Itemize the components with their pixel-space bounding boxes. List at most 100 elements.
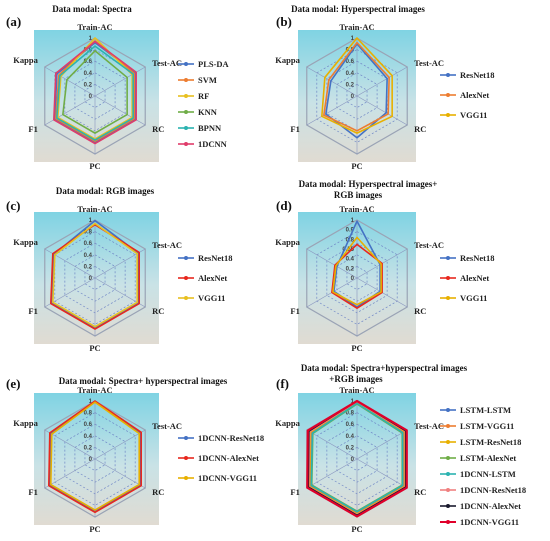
series-line-1dcnn-vgg11 bbox=[49, 401, 141, 511]
tick-label: 0.4 bbox=[346, 71, 355, 77]
grid-spoke bbox=[306, 66, 358, 97]
series-line-vgg11 bbox=[321, 37, 393, 134]
tick-label: 0.8 bbox=[84, 411, 93, 417]
axis-label: RC bbox=[414, 124, 426, 134]
legend-label: ResNet18 bbox=[460, 70, 494, 80]
panel-letter: (d) bbox=[276, 198, 292, 213]
grid-spoke bbox=[306, 95, 358, 126]
panel-f: (f) Data modal: Spectra+hyperspectral im… bbox=[275, 363, 526, 534]
legend-marker bbox=[184, 94, 188, 98]
grid-spoke bbox=[356, 95, 408, 126]
axis-label: Train-AC bbox=[77, 385, 112, 395]
grid-spoke bbox=[44, 429, 96, 460]
axis-label: F1 bbox=[290, 487, 299, 497]
legend-marker bbox=[446, 113, 450, 117]
legend-marker bbox=[446, 73, 450, 77]
legend-marker bbox=[446, 256, 450, 260]
legend-label: PLS-DA bbox=[198, 59, 230, 69]
legend: 1DCNN-ResNet18 1DCNN-AlexNet 1DCNN-VGG11 bbox=[178, 433, 264, 483]
legend-marker bbox=[184, 62, 188, 66]
legend-marker bbox=[184, 276, 188, 280]
legend-marker bbox=[446, 440, 450, 444]
legend-marker bbox=[446, 93, 450, 97]
panel-c: (c) Data modal: RGB images 0 0.2 0.4 0.6 0.8… bbox=[6, 186, 232, 353]
grid-spoke bbox=[356, 458, 408, 489]
axis-label: Train-AC bbox=[339, 204, 374, 214]
tick-label: 0.6 bbox=[84, 241, 93, 247]
radar-grid bbox=[44, 400, 146, 518]
legend-label: AlexNet bbox=[460, 273, 489, 283]
legend-label: LSTM-AlexNet bbox=[460, 453, 516, 463]
series-line-1dcnn-lstm bbox=[310, 402, 404, 513]
tick-label: 1 bbox=[351, 36, 355, 42]
legend-label: LSTM-ResNet18 bbox=[460, 437, 521, 447]
series-line-svm bbox=[55, 40, 135, 143]
legend-marker bbox=[184, 436, 188, 440]
radar-grid bbox=[306, 37, 408, 155]
series-line-bpnn bbox=[56, 45, 134, 141]
grid-spoke bbox=[306, 248, 358, 279]
legend-marker bbox=[184, 296, 188, 300]
tick-label: 0.4 bbox=[84, 434, 93, 440]
panel-title-line-1: Data modal: Hyperspectral images+ bbox=[299, 179, 438, 189]
legend-label: 1DCNN-VGG11 bbox=[198, 473, 257, 483]
grid-spoke bbox=[44, 458, 96, 489]
tick-label: 0.8 bbox=[84, 48, 93, 54]
axis-label: F1 bbox=[290, 124, 299, 134]
series-line-vgg11 bbox=[52, 222, 138, 328]
axis-label: F1 bbox=[28, 124, 37, 134]
legend-label: VGG11 bbox=[460, 293, 487, 303]
series-line-1dcnn-vgg11 bbox=[306, 399, 408, 518]
axis-label: Test-AC bbox=[152, 421, 182, 431]
legend-label: VGG11 bbox=[460, 110, 487, 120]
series-line-vgg11 bbox=[332, 236, 382, 306]
grid-spoke bbox=[94, 429, 146, 460]
radar-grid bbox=[44, 37, 146, 155]
legend-marker bbox=[184, 142, 188, 146]
series-line-1dcnn-alexnet bbox=[47, 400, 143, 514]
legend-marker bbox=[446, 276, 450, 280]
legend: ResNet18 AlexNet VGG11 bbox=[440, 253, 494, 303]
legend-marker bbox=[184, 110, 188, 114]
legend-marker bbox=[184, 78, 188, 82]
legend-label: VGG11 bbox=[198, 293, 225, 303]
panel-letter: (a) bbox=[6, 14, 21, 29]
panel-e: (e) Data modal: Spectra+ hyperspectral i… bbox=[6, 376, 264, 534]
tick-label: 0.6 bbox=[346, 422, 355, 428]
tick-label: 1 bbox=[351, 218, 355, 224]
legend-label: SVM bbox=[198, 75, 217, 85]
legend-marker bbox=[446, 424, 450, 428]
axis-label: PC bbox=[89, 161, 100, 171]
tick-label: 0.2 bbox=[84, 264, 93, 270]
axis-label: Test-AC bbox=[152, 240, 182, 250]
legend-marker bbox=[446, 456, 450, 460]
legend: ResNet18 AlexNet VGG11 bbox=[178, 253, 232, 303]
legend-marker bbox=[446, 296, 450, 300]
legend-label: 1DCNN-VGG11 bbox=[460, 517, 519, 527]
tick-label: 0.4 bbox=[84, 253, 93, 259]
series-line-resnet18 bbox=[51, 219, 139, 329]
axis-label: PC bbox=[89, 524, 100, 534]
tick-label: 0.2 bbox=[84, 445, 93, 451]
legend-label: 1DCNN-LSTM bbox=[460, 469, 516, 479]
axis-label: PC bbox=[89, 343, 100, 353]
grid-spoke bbox=[306, 458, 358, 489]
radar-grid bbox=[306, 400, 408, 518]
legend-marker bbox=[184, 126, 188, 130]
legend-label: 1DCNN bbox=[198, 139, 228, 149]
tick-label: 0 bbox=[89, 276, 93, 282]
radar-grid bbox=[306, 219, 408, 337]
series-line-knn bbox=[62, 49, 128, 134]
tick-label: 0.9 bbox=[346, 228, 355, 234]
legend-marker bbox=[446, 520, 450, 524]
tick-label: 0 bbox=[89, 457, 93, 463]
grid-spoke bbox=[94, 458, 146, 489]
tick-label: 0 bbox=[89, 94, 93, 100]
axis-label: Train-AC bbox=[339, 385, 374, 395]
axis-label: Test-AC bbox=[152, 58, 182, 68]
axis-label: RC bbox=[152, 124, 164, 134]
axis-label: Train-AC bbox=[339, 22, 374, 32]
legend-marker bbox=[184, 476, 188, 480]
panel-letter: (b) bbox=[276, 14, 292, 29]
